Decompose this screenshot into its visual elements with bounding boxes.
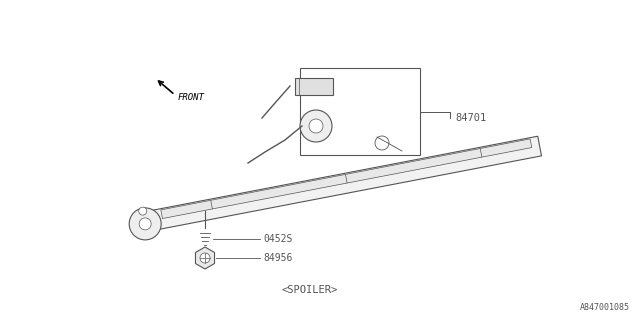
Circle shape [139,207,147,215]
Bar [300,68,420,155]
Polygon shape [195,247,214,269]
Circle shape [375,136,389,150]
Circle shape [309,119,323,133]
Polygon shape [295,78,333,95]
Polygon shape [153,136,541,230]
Text: 0452S: 0452S [263,234,292,244]
Text: 84701: 84701 [455,113,486,123]
Text: 84956: 84956 [263,253,292,263]
Circle shape [129,208,161,240]
Polygon shape [161,139,532,219]
Text: FRONT: FRONT [178,93,205,102]
Text: <SPOILER>: <SPOILER> [282,285,338,295]
Circle shape [200,253,210,263]
Circle shape [300,110,332,142]
Circle shape [139,218,151,230]
Text: A847001085: A847001085 [580,303,630,312]
